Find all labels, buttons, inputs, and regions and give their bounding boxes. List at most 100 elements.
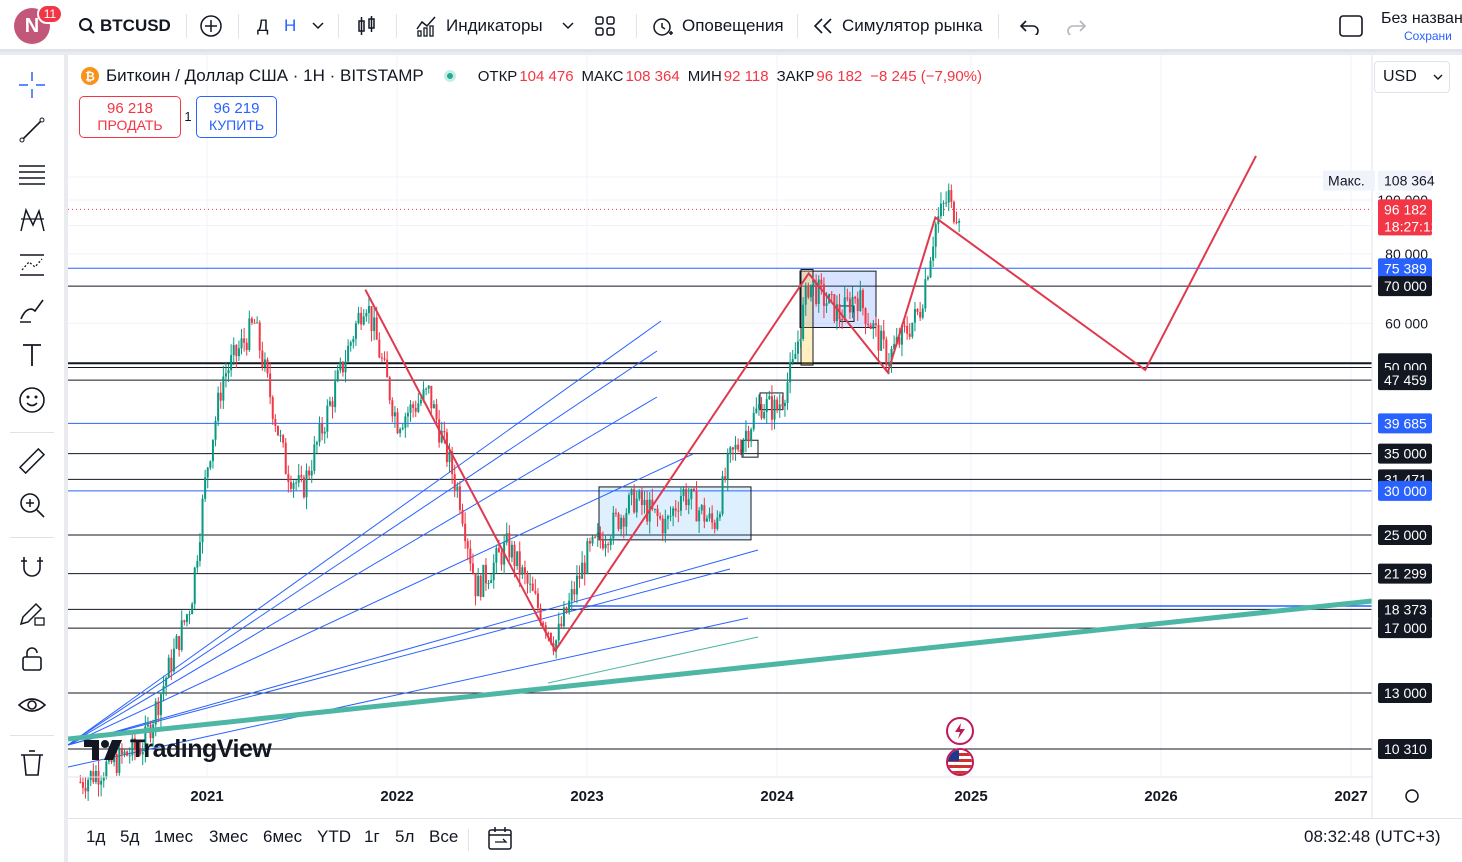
candle-body — [430, 385, 433, 409]
undo-button[interactable] — [1018, 0, 1040, 52]
chart-type-button[interactable] — [355, 0, 379, 52]
candle-body — [331, 401, 334, 408]
settings-gear-icon[interactable] — [1405, 789, 1419, 803]
tradingview-watermark[interactable]: TradingView — [82, 735, 272, 764]
range-1y[interactable]: 1г — [364, 827, 380, 846]
emoji-tool[interactable] — [14, 382, 50, 418]
horizontal-lines-icon — [19, 165, 45, 185]
price-chart[interactable]: 2021 2022 2023 2024 2025 2026 2027 60 000 70 000… — [68, 55, 1462, 818]
crosshair-icon — [19, 72, 45, 98]
candle-body — [617, 513, 620, 530]
candle-body — [700, 505, 703, 511]
event-marker-lightning[interactable] — [946, 717, 974, 745]
zoom-tool[interactable] — [14, 487, 50, 523]
candle-body — [669, 515, 672, 517]
brush-tool[interactable] — [14, 292, 50, 328]
candle-body — [661, 518, 664, 534]
order-quantity[interactable]: 1 — [184, 109, 192, 124]
date-range-button[interactable] — [486, 825, 514, 858]
candle-body — [867, 324, 870, 326]
candle-body — [846, 297, 849, 299]
price-tick-label: 80 000 — [1385, 246, 1428, 262]
symbol-search[interactable]: BTCUSD — [78, 0, 171, 52]
range-6m[interactable]: 6мес — [263, 827, 303, 846]
range-1d[interactable]: 1д — [86, 827, 106, 846]
candle-body — [549, 633, 552, 644]
candle-body — [360, 312, 363, 325]
range-ytd[interactable]: YTD — [317, 827, 351, 846]
redo-button[interactable] — [1066, 0, 1088, 52]
ruler-tool[interactable] — [14, 443, 50, 479]
range-3m[interactable]: 3мес — [209, 827, 249, 846]
plus-circle-icon — [200, 15, 222, 37]
replay-button[interactable]: Симулятор рынка — [812, 0, 982, 52]
candle-body — [193, 567, 196, 604]
interval-dropdown[interactable] — [312, 0, 324, 52]
pattern-tool[interactable] — [14, 202, 50, 238]
candle-body — [224, 373, 227, 377]
indicators-button[interactable]: Индикаторы — [414, 0, 543, 52]
magnet-tool[interactable] — [14, 549, 50, 585]
clock-timezone[interactable]: 08:32:48 (UTC+3) — [1304, 827, 1441, 846]
chart-pane[interactable]: 2021 2022 2023 2024 2025 2026 2027 60 000 70 000… — [68, 55, 1462, 862]
time-tick-label: 2021 — [190, 788, 223, 805]
trendline-tool[interactable] — [14, 112, 50, 148]
candle-body — [544, 625, 547, 633]
layouts-button[interactable] — [594, 0, 616, 52]
event-marker-us-flag[interactable] — [946, 748, 974, 776]
forecast-tool[interactable] — [14, 247, 50, 283]
indicators-dropdown[interactable] — [562, 0, 574, 52]
candle-body — [622, 517, 625, 527]
crosshair-tool[interactable] — [14, 67, 50, 103]
candle-body — [833, 294, 836, 322]
candle-body — [469, 548, 472, 564]
candle-body — [427, 385, 430, 389]
candle-body — [817, 279, 820, 304]
range-1m[interactable]: 1мес — [154, 827, 194, 846]
candle-body — [235, 344, 238, 357]
buy-button[interactable]: 96 219 КУПИТЬ — [196, 96, 277, 138]
lock-drawings-tool[interactable] — [14, 595, 50, 631]
candle-body — [180, 620, 183, 651]
candle-body — [295, 482, 298, 484]
candle-body — [945, 202, 948, 204]
symbol-title[interactable]: Биткоин / Доллар США · 1H · BITSTAMP — [106, 66, 424, 85]
alarm-clock-icon — [653, 18, 673, 36]
candle-body — [586, 541, 589, 574]
text-tool[interactable] — [14, 337, 50, 373]
lock-tool[interactable] — [14, 641, 50, 677]
symbol-legend: ₿ Биткоин / Доллар США · 1H · BITSTAMP О… — [80, 65, 982, 87]
candle-body — [672, 508, 675, 516]
range-5y[interactable]: 5л — [395, 827, 415, 846]
sell-button[interactable]: 96 218 ПРОДАТЬ — [79, 96, 181, 138]
high-value: 108 364 — [625, 67, 680, 85]
price-label-bg — [1378, 682, 1432, 703]
candle-body — [157, 701, 160, 716]
compare-button[interactable] — [199, 0, 223, 52]
layout-checkbox[interactable] — [1338, 0, 1364, 52]
interval-day[interactable]: Д — [257, 16, 269, 35]
delete-tool[interactable] — [14, 745, 50, 781]
hide-tool[interactable] — [14, 687, 50, 723]
fib-tool[interactable] — [14, 157, 50, 193]
candle-body — [812, 282, 815, 285]
candle-body — [877, 324, 880, 351]
candle-body — [638, 491, 641, 499]
range-all[interactable]: Все — [429, 827, 459, 846]
candle-body — [120, 748, 123, 755]
currency-select[interactable]: USD — [1374, 61, 1450, 93]
interval-hour[interactable]: H — [284, 16, 297, 35]
candle-body — [500, 552, 503, 565]
candle-body — [453, 474, 456, 491]
candle-body — [443, 430, 446, 433]
price-label-bg — [1378, 258, 1432, 279]
layout-name[interactable]: Без назван — [1381, 10, 1462, 27]
alerts-button[interactable]: Оповещения — [650, 0, 784, 52]
save-label[interactable]: Сохрани — [1404, 29, 1452, 43]
range-5d[interactable]: 5д — [120, 827, 140, 846]
time-tick-label: 2027 — [1334, 788, 1367, 805]
candle-body — [230, 355, 233, 371]
candle-body — [677, 510, 680, 512]
candle-body — [531, 583, 534, 591]
candle-body — [903, 325, 906, 327]
